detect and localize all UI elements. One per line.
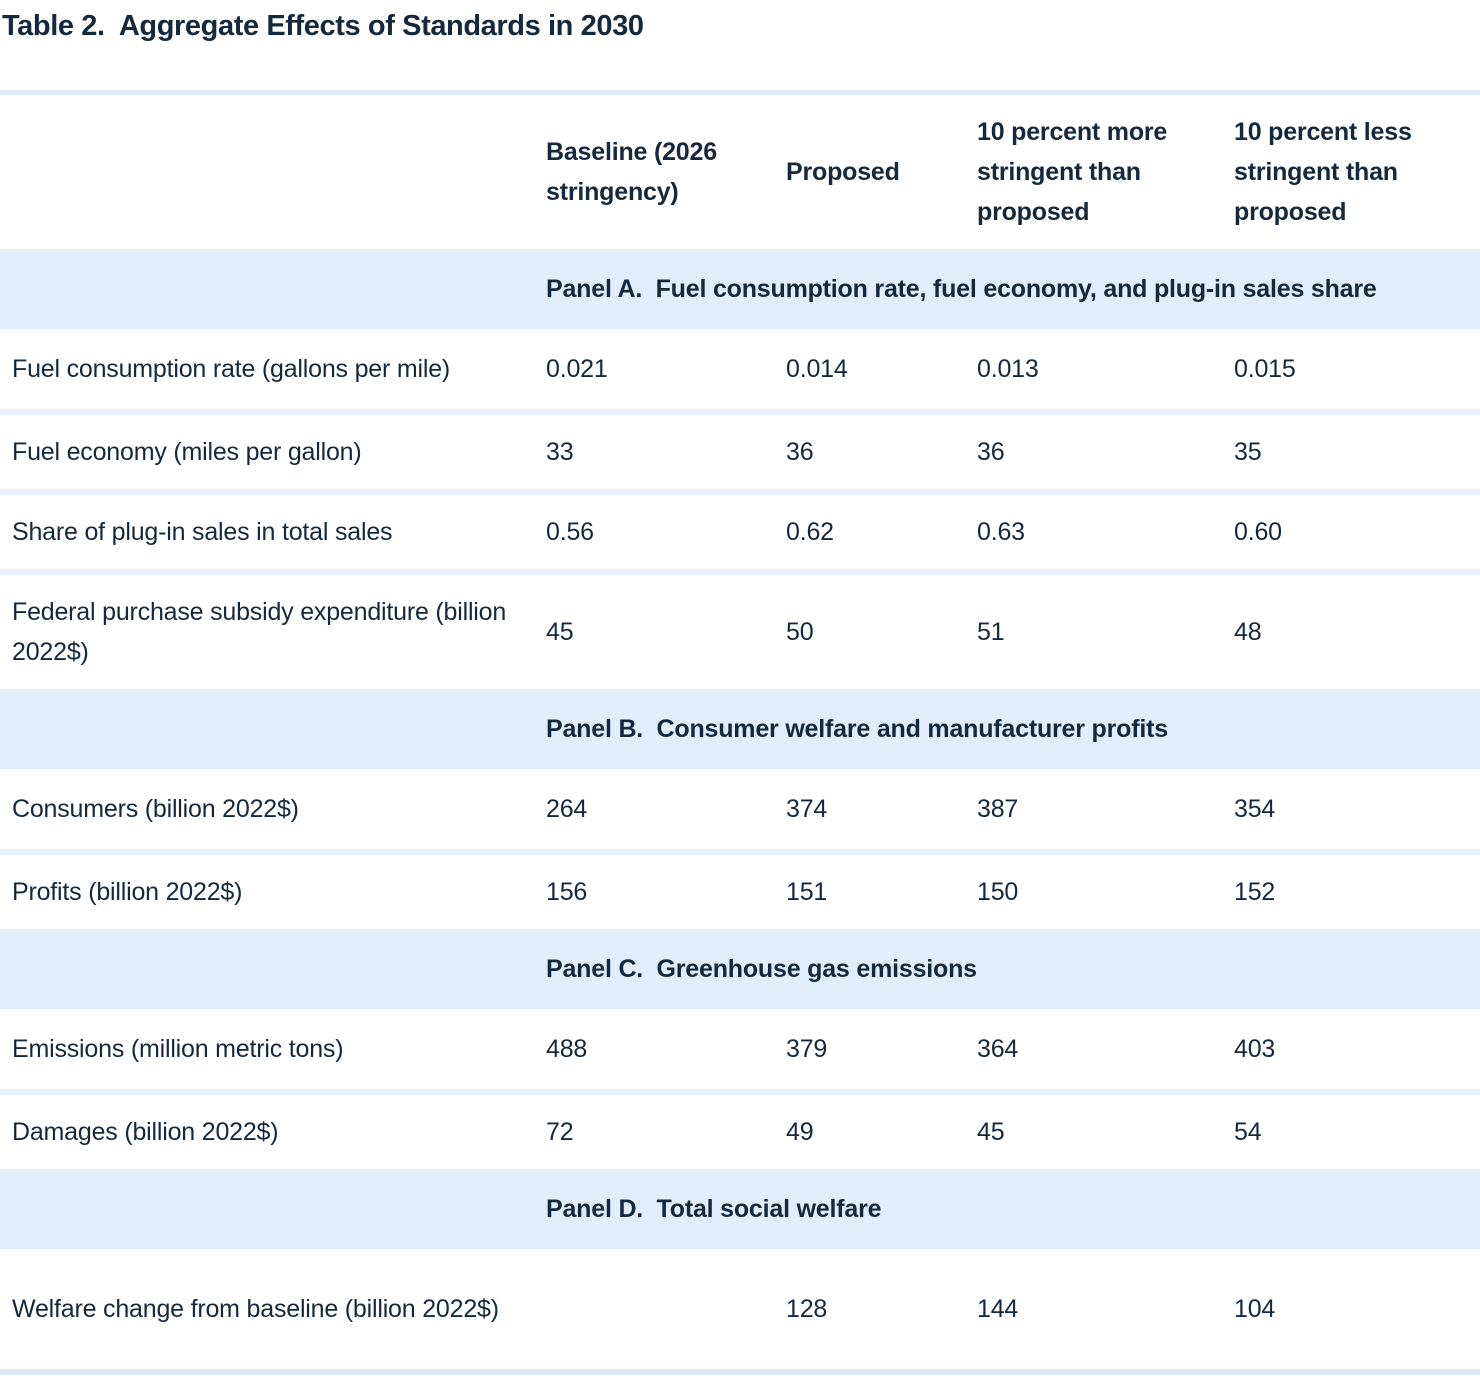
panel-a-header: Panel A. Fuel consumption rate, fuel eco… xyxy=(0,249,1480,329)
cell-value: 144 xyxy=(977,1294,1019,1323)
cell-value: 36 xyxy=(977,437,1005,466)
cell-value: 379 xyxy=(786,1034,828,1063)
table-row: Consumers (billion 2022$) 264 374 387 35… xyxy=(0,769,1480,849)
cell-value: 104 xyxy=(1234,1294,1276,1323)
cell-value: 0.63 xyxy=(977,517,1025,546)
cell-value: 0.62 xyxy=(786,517,834,546)
cell-value: 50 xyxy=(786,617,814,646)
cell-value: 403 xyxy=(1234,1034,1276,1063)
panel-d-header: Panel D. Total social welfare xyxy=(0,1169,1480,1249)
table-row: Share of plug-in sales in total sales 0.… xyxy=(0,489,1480,569)
panel-b-header: Panel B. Consumer welfare and manufactur… xyxy=(0,689,1480,769)
cell-value: 0.014 xyxy=(786,354,848,383)
panel-b-rows: Consumers (billion 2022$) 264 374 387 35… xyxy=(0,769,1480,929)
column-header-less-stringent: 10 percent less stringent than proposed xyxy=(1234,118,1412,226)
cell-value: 0.021 xyxy=(546,354,608,383)
panel-a-rows: Fuel consumption rate (gallons per mile)… xyxy=(0,329,1480,689)
cell-value: 45 xyxy=(977,1117,1005,1146)
column-header-proposed: Proposed xyxy=(786,158,900,186)
row-label: Emissions (million metric tons) xyxy=(12,1035,344,1063)
row-label: Damages (billion 2022$) xyxy=(12,1118,279,1146)
table-row: Federal purchase subsidy expenditure (bi… xyxy=(0,569,1480,689)
cell-value: 51 xyxy=(977,617,1005,646)
table-row: Welfare change from baseline (billion 20… xyxy=(0,1249,1480,1369)
cell-value: 0.60 xyxy=(1234,517,1282,546)
cell-value: 72 xyxy=(546,1117,574,1146)
column-header-baseline: Baseline (2026 stringency) xyxy=(546,138,717,206)
cell-value: 354 xyxy=(1234,794,1276,823)
cell-value: 151 xyxy=(786,877,828,906)
table-row: Emissions (million metric tons) 488 379 … xyxy=(0,1009,1480,1089)
cell-value: 264 xyxy=(546,794,588,823)
cell-value: 364 xyxy=(977,1034,1019,1063)
cell-value: 35 xyxy=(1234,437,1262,466)
cell-value: 152 xyxy=(1234,877,1276,906)
cell-value: 48 xyxy=(1234,617,1262,646)
cell-value: 0.015 xyxy=(1234,354,1296,383)
panel-c-rows: Emissions (million metric tons) 488 379 … xyxy=(0,1009,1480,1169)
cell-value: 374 xyxy=(786,794,828,823)
cell-value: 0.56 xyxy=(546,517,594,546)
cell-value: 488 xyxy=(546,1034,588,1063)
row-label: Fuel economy (miles per gallon) xyxy=(12,438,362,466)
cell-value: 54 xyxy=(1234,1117,1262,1146)
cell-value: 45 xyxy=(546,617,574,646)
cell-value: 49 xyxy=(786,1117,814,1146)
column-header-row: Baseline (2026 stringency) Proposed 10 p… xyxy=(0,95,1480,249)
table-row: Fuel economy (miles per gallon) 33 36 36… xyxy=(0,409,1480,489)
panel-d-rows: Welfare change from baseline (billion 20… xyxy=(0,1249,1480,1369)
row-label: Welfare change from baseline (billion 20… xyxy=(12,1295,499,1323)
panel-c-header: Panel C. Greenhouse gas emissions xyxy=(0,929,1480,1009)
cell-value: 156 xyxy=(546,877,588,906)
row-label: Share of plug-in sales in total sales xyxy=(12,518,393,546)
cell-value: 0.013 xyxy=(977,354,1039,383)
table-title: Table 2. Aggregate Effects of Standards … xyxy=(2,10,644,42)
cell-value: 33 xyxy=(546,437,574,466)
table-row: Profits (billion 2022$) 156 151 150 152 xyxy=(0,849,1480,929)
table-row: Damages (billion 2022$) 72 49 45 54 xyxy=(0,1089,1480,1169)
cell-value: 150 xyxy=(977,877,1019,906)
column-header-more-stringent: 10 percent more stringent than proposed xyxy=(977,118,1168,226)
row-label: Federal purchase subsidy expenditure (bi… xyxy=(12,598,507,666)
row-label: Fuel consumption rate (gallons per mile) xyxy=(12,355,451,383)
cell-value: 387 xyxy=(977,794,1019,823)
row-label: Consumers (billion 2022$) xyxy=(12,795,299,823)
cell-value: 36 xyxy=(786,437,814,466)
table-row: Fuel consumption rate (gallons per mile)… xyxy=(0,329,1480,409)
aggregate-effects-table: Baseline (2026 stringency) Proposed 10 p… xyxy=(0,90,1480,1375)
cell-value: 128 xyxy=(786,1294,828,1323)
row-label: Profits (billion 2022$) xyxy=(12,878,243,906)
